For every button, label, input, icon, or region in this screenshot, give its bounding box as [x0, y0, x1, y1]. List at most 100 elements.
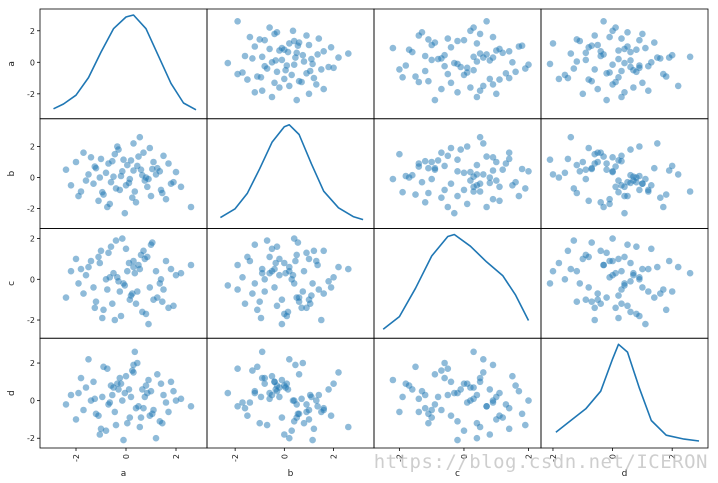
point-b-c-40 — [460, 186, 468, 194]
point-c-b-51 — [261, 288, 269, 295]
y-tick-label: -2 — [27, 205, 35, 214]
point-a-d-68 — [630, 66, 637, 74]
x-tick-label: 2 — [172, 454, 181, 459]
point-b-a-58 — [149, 165, 156, 173]
point-a-c-54 — [489, 33, 497, 41]
point-a-c-43 — [454, 89, 461, 96]
point-c-d-48 — [674, 263, 682, 271]
point-c-b-62 — [271, 265, 278, 273]
point-a-d-29 — [633, 46, 640, 53]
point-d-b-66 — [292, 361, 299, 369]
point-d-c-54 — [489, 399, 497, 406]
y-tick-label: 2 — [30, 359, 35, 368]
point-a-b-51 — [261, 62, 269, 70]
point-b-d-46 — [633, 178, 640, 186]
point-c-a-48 — [85, 263, 92, 271]
point-d-c-9 — [460, 427, 468, 435]
point-b-d-11 — [603, 166, 610, 173]
point-b-d-13 — [621, 209, 628, 217]
point-c-b-69 — [257, 314, 265, 322]
point-b-c-69 — [399, 188, 406, 196]
point-b-d-7 — [585, 197, 592, 205]
y-axis-label-b: b — [7, 170, 17, 176]
point-b-c-15 — [489, 154, 497, 161]
point-b-a-50 — [172, 168, 180, 176]
y-axis-label-d: d — [7, 390, 17, 396]
point-c-d-46 — [633, 243, 640, 250]
point-b-c-22 — [499, 166, 507, 173]
panel-d-d — [540, 337, 709, 449]
point-c-d-68 — [630, 269, 637, 277]
point-c-d-35 — [567, 265, 575, 273]
point-c-a-14 — [165, 304, 172, 312]
point-c-d-41 — [591, 316, 598, 324]
point-c-a-31 — [131, 269, 139, 277]
point-c-a-27 — [160, 286, 167, 293]
point-a-b-39 — [281, 75, 288, 83]
point-b-a-41 — [111, 150, 119, 158]
point-a-d-22 — [582, 49, 590, 57]
point-c-b-48 — [286, 263, 293, 271]
point-a-b-8 — [299, 51, 307, 59]
point-b-c-16 — [389, 175, 397, 183]
point-c-d-25 — [588, 298, 595, 306]
point-d-b-32 — [305, 406, 313, 414]
point-b-c-27 — [444, 152, 452, 160]
point-c-d-34 — [639, 284, 646, 291]
point-a-d-24 — [600, 18, 607, 25]
point-a-c-63 — [454, 60, 461, 68]
point-c-b-37 — [303, 249, 310, 257]
point-b-d-59 — [660, 203, 667, 211]
point-d-c-49 — [421, 404, 429, 412]
point-a-d-41 — [591, 66, 598, 73]
point-b-c-43 — [454, 192, 461, 200]
point-a-d-36 — [624, 29, 631, 36]
point-d-a-6 — [177, 395, 185, 403]
point-d-a-57 — [67, 391, 75, 399]
point-b-c-44 — [473, 161, 481, 169]
point-b-d-6 — [612, 183, 619, 191]
point-d-a-39 — [96, 431, 104, 438]
point-c-d-43 — [621, 280, 628, 287]
point-b-a-55 — [114, 143, 121, 150]
point-a-c-59 — [444, 70, 452, 78]
point-a-d-43 — [621, 89, 628, 96]
point-c-a-51 — [116, 288, 124, 295]
point-b-a-34 — [90, 180, 97, 187]
point-d-c-30 — [493, 416, 500, 423]
point-a-c-57 — [473, 93, 481, 101]
point-d-c-22 — [499, 414, 507, 421]
point-c-d-58 — [588, 239, 595, 246]
x-tick-label: 0 — [460, 454, 469, 459]
point-c-b-47 — [327, 284, 335, 291]
point-d-c-38 — [438, 367, 445, 374]
point-c-d-64 — [621, 253, 628, 261]
point-c-d-57 — [618, 267, 625, 275]
point-d-c-53 — [409, 386, 416, 393]
point-b-a-38 — [129, 194, 136, 201]
point-b-a-6 — [177, 183, 185, 191]
panel-a-b — [206, 8, 375, 120]
point-d-a-59 — [104, 365, 111, 373]
point-a-b-63 — [309, 60, 316, 68]
point-a-c-20 — [473, 40, 481, 47]
kde-line-c — [382, 233, 530, 330]
point-c-d-52 — [564, 247, 572, 255]
point-a-c-62 — [476, 30, 484, 38]
point-a-d-60 — [600, 51, 607, 58]
point-a-b-3 — [258, 87, 266, 94]
point-d-c-12 — [480, 369, 487, 376]
point-d-b-44 — [300, 419, 308, 427]
point-c-d-33 — [609, 235, 616, 242]
point-b-c-55 — [463, 143, 471, 150]
point-d-b-58 — [294, 410, 302, 418]
point-b-c-10 — [515, 192, 523, 200]
kde-line-a — [53, 14, 197, 111]
point-c-b-28 — [239, 274, 246, 281]
point-d-b-65 — [320, 406, 328, 414]
x-axis-label-a: a — [121, 469, 127, 479]
point-b-d-22 — [582, 166, 590, 173]
point-c-a-38 — [129, 290, 136, 297]
point-a-b-61 — [298, 78, 305, 86]
point-b-c-39 — [486, 174, 494, 181]
